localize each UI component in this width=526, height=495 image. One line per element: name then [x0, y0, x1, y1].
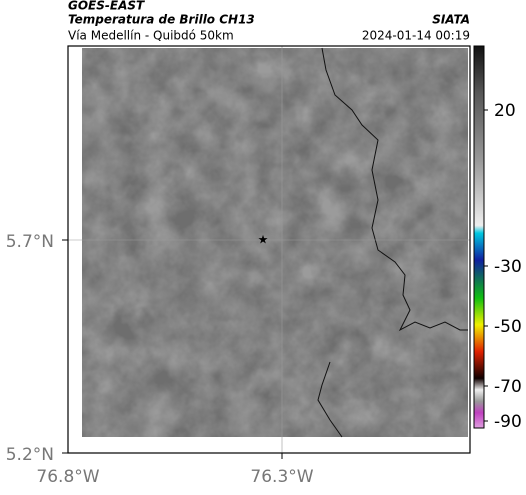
location-star: ★ [258, 233, 269, 247]
colorbar-ticks [484, 109, 488, 422]
lat-label: 5.2°N [6, 445, 54, 465]
colorbar-label: 20 [494, 101, 516, 121]
lon-label: 76.3°W [250, 467, 313, 487]
timestamp: 2024-01-14 00:19 [362, 29, 470, 43]
colorbar [473, 45, 485, 429]
coastline [317, 47, 468, 438]
route: Vía Medellín - Quibdó 50km [68, 29, 234, 43]
lat-label: 5.7°N [6, 232, 54, 252]
colorbar-label: -90 [494, 412, 522, 432]
title: GOES-EAST [68, 0, 145, 13]
source: SIATA [432, 13, 470, 27]
subtitle: Temperatura de Brillo CH13 [68, 13, 255, 27]
colorbar-label: -50 [494, 317, 522, 337]
lon-label: 76.8°W [36, 467, 99, 487]
colorbar-label: -30 [494, 257, 522, 277]
colorbar-label: -70 [494, 377, 522, 397]
cloud-texture [82, 48, 468, 437]
map-frame [67, 45, 471, 454]
